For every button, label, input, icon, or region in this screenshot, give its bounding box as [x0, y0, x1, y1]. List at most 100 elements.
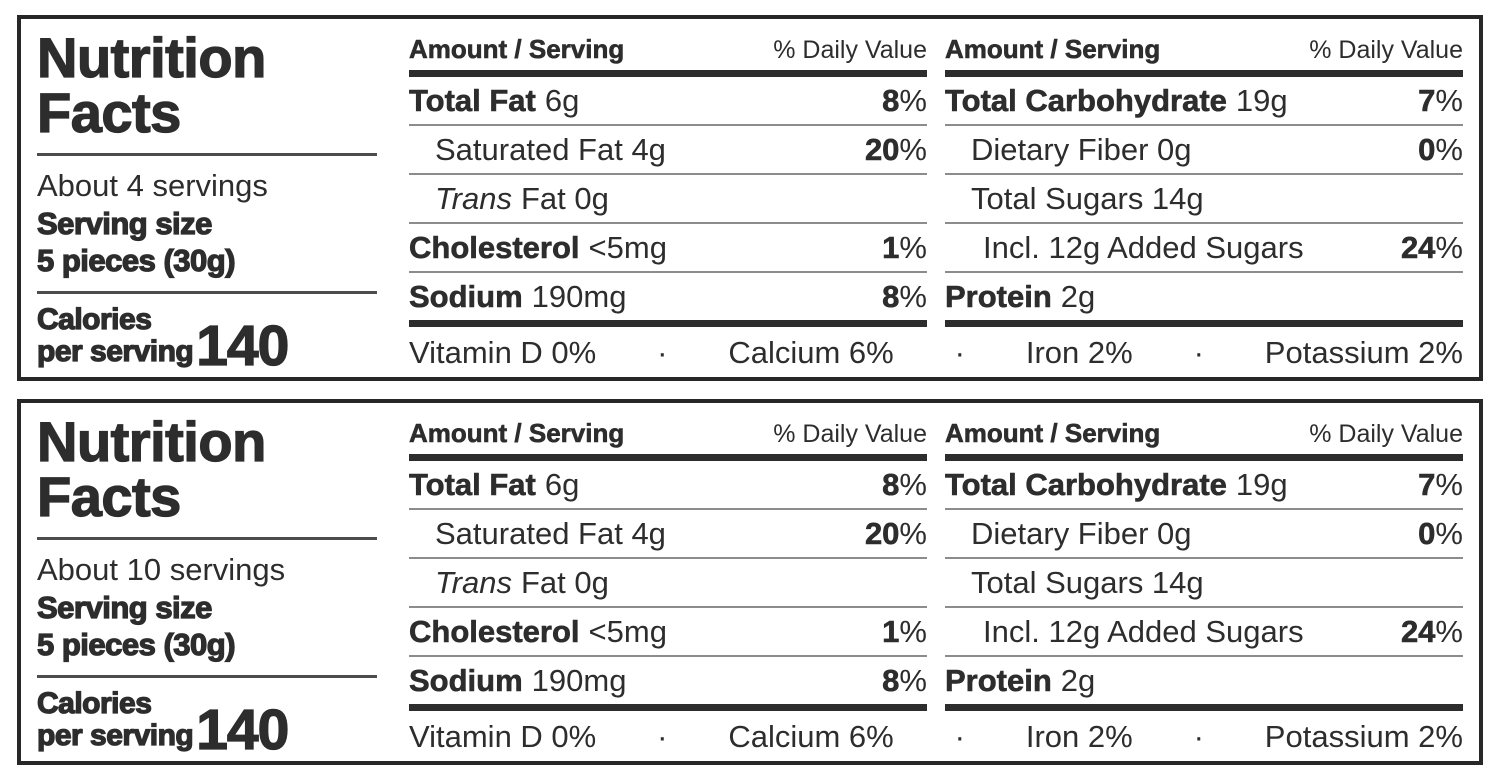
nutrient-row-added-sugars: Incl. 12g Added Sugars 24%: [945, 608, 1463, 657]
calories-label-line2: per serving: [36, 335, 194, 368]
calories-value: 140: [196, 314, 290, 378]
bullet-separator: ·: [1193, 335, 1204, 370]
column-header: Amount / Serving % Daily Value: [409, 413, 927, 454]
daily-value: 0%: [1418, 515, 1463, 551]
daily-value-header: % Daily Value: [1309, 36, 1463, 64]
nutrient-name: Saturated Fat 4g: [435, 131, 666, 167]
micro-calcium: Calcium 6%: [728, 719, 894, 754]
micronutrients-row: Vitamin D 0% · Calcium 6% · Iron 2% · Po…: [409, 327, 1463, 371]
bullet-separator: ·: [1193, 719, 1204, 754]
calories-label-line1: Calories: [36, 687, 152, 720]
divider-rule: [37, 675, 377, 678]
micro-calcium: Calcium 6%: [728, 335, 894, 370]
nutrient-row-sodium: Sodium 190mg 8%: [409, 657, 927, 704]
nutrient-name: Incl. 12g Added Sugars: [983, 229, 1304, 265]
nutrient-row-trans-fat: Trans Fat 0g: [409, 559, 927, 608]
amount-serving-header: Amount / Serving: [945, 418, 1161, 449]
bullet-separator: ·: [657, 335, 668, 370]
nutrient-name: Fat 0g: [520, 564, 609, 600]
nutrient-name: Protein: [945, 278, 1052, 314]
nutrient-name: Sodium: [409, 278, 523, 314]
nutrient-row-dietary-fiber: Dietary Fiber 0g 0%: [945, 126, 1463, 175]
nutrients-panel: Amount / Serving % Daily Value Total Fat…: [409, 29, 1463, 371]
nutrient-amount: 6g: [544, 82, 580, 118]
daily-value: 8%: [882, 662, 927, 698]
header-bar: [945, 70, 1463, 77]
nutrient-name: Dietary Fiber 0g: [971, 515, 1192, 551]
nutrient-columns: Amount / Serving % Daily Value Total Fat…: [409, 413, 1463, 711]
nf-title-line1: Nutrition: [36, 410, 267, 473]
serving-size-value: 5 pieces (30g): [36, 626, 236, 662]
nutrient-name: Total Sugars 14g: [971, 564, 1204, 600]
nutrient-row-total-sugars: Total Sugars 14g: [945, 175, 1463, 224]
daily-value: 8%: [882, 278, 927, 314]
column-header: Amount / Serving % Daily Value: [409, 29, 927, 70]
servings-count: About 4 servings: [37, 168, 268, 203]
calories-label-line2: per serving: [36, 719, 194, 752]
nutrition-label-bottom: Nutrition Facts About 10 servings Servin…: [17, 399, 1483, 765]
column-header: Amount / Serving % Daily Value: [945, 29, 1463, 70]
calories-label: Calories per serving: [36, 687, 194, 752]
column-header: Amount / Serving % Daily Value: [945, 413, 1463, 454]
divider-rule: [37, 153, 377, 156]
amount-serving-header: Amount / Serving: [409, 34, 625, 65]
nutrient-amount: 190mg: [531, 662, 627, 698]
nutrient-row-total-carbohydrate: Total Carbohydrate 19g 7%: [945, 77, 1463, 126]
divider-rule: [37, 537, 377, 540]
nutrient-name: Total Carbohydrate: [945, 466, 1228, 502]
daily-value: 1%: [882, 613, 927, 649]
nutrient-name: Cholesterol: [409, 229, 580, 265]
nf-title-line2: Facts: [36, 465, 182, 528]
daily-value-header: % Daily Value: [1309, 420, 1463, 448]
nutrient-name: Fat 0g: [520, 180, 609, 216]
nutrient-row-trans-fat: Trans Fat 0g: [409, 175, 927, 224]
nutrition-label-top: Nutrition Facts About 4 servings Serving…: [17, 15, 1483, 381]
divider-rule: [37, 291, 377, 294]
nutrient-name: Saturated Fat 4g: [435, 515, 666, 551]
daily-value: 8%: [882, 466, 927, 502]
serving-size-value: 5 pieces (30g): [36, 242, 236, 278]
nutrient-row-cholesterol: Cholesterol <5mg 1%: [409, 224, 927, 273]
nutrient-name: Total Fat: [409, 466, 536, 502]
carbohydrate-column: Amount / Serving % Daily Value Total Car…: [945, 29, 1463, 327]
nutrient-name-italic: Trans: [435, 180, 512, 216]
daily-value: 7%: [1418, 466, 1463, 502]
header-bar: [409, 454, 927, 461]
daily-value: 24%: [1400, 613, 1463, 649]
nutrient-name: Sodium: [409, 662, 523, 698]
footer-bar: [409, 320, 927, 327]
serving-size-label: Serving size: [36, 205, 213, 241]
carbohydrate-column: Amount / Serving % Daily Value Total Car…: [945, 413, 1463, 711]
micro-iron: Iron 2%: [1025, 335, 1133, 370]
serving-info-panel: Nutrition Facts About 4 servings Serving…: [36, 29, 385, 378]
micro-potassium: Potassium 2%: [1264, 335, 1463, 370]
nutrient-amount: 190mg: [531, 278, 627, 314]
amount-serving-header: Amount / Serving: [409, 418, 625, 449]
footer-bar: [945, 704, 1463, 711]
micro-potassium: Potassium 2%: [1264, 719, 1463, 754]
daily-value-header: % Daily Value: [773, 36, 927, 64]
nutrient-amount: 2g: [1060, 662, 1096, 698]
nutrient-amount: <5mg: [588, 613, 667, 649]
nutrient-amount: 19g: [1235, 82, 1288, 118]
servings-count: About 10 servings: [37, 552, 286, 587]
calories-value: 140: [196, 698, 290, 762]
nutrient-columns: Amount / Serving % Daily Value Total Fat…: [409, 29, 1463, 327]
nutrient-row-protein: Protein 2g: [945, 657, 1463, 704]
nutrient-amount: 6g: [544, 466, 580, 502]
micro-vitamin-d: Vitamin D 0%: [409, 335, 597, 370]
micronutrients-row: Vitamin D 0% · Calcium 6% · Iron 2% · Po…: [409, 711, 1463, 755]
bullet-separator: ·: [954, 719, 965, 754]
nutrient-amount: <5mg: [588, 229, 667, 265]
nutrient-name-italic: Trans: [435, 564, 512, 600]
nf-title-line2: Facts: [36, 81, 182, 144]
nutrient-row-total-fat: Total Fat 6g 8%: [409, 461, 927, 510]
nutrient-row-cholesterol: Cholesterol <5mg 1%: [409, 608, 927, 657]
bullet-separator: ·: [954, 335, 965, 370]
nutrient-name: Protein: [945, 662, 1052, 698]
calories-row: Calories per serving 140: [36, 687, 385, 762]
serving-info-panel: Nutrition Facts About 10 servings Servin…: [36, 410, 385, 762]
nutrients-panel: Amount / Serving % Daily Value Total Fat…: [409, 413, 1463, 755]
nutrient-amount: 2g: [1060, 278, 1096, 314]
daily-value-header: % Daily Value: [773, 420, 927, 448]
